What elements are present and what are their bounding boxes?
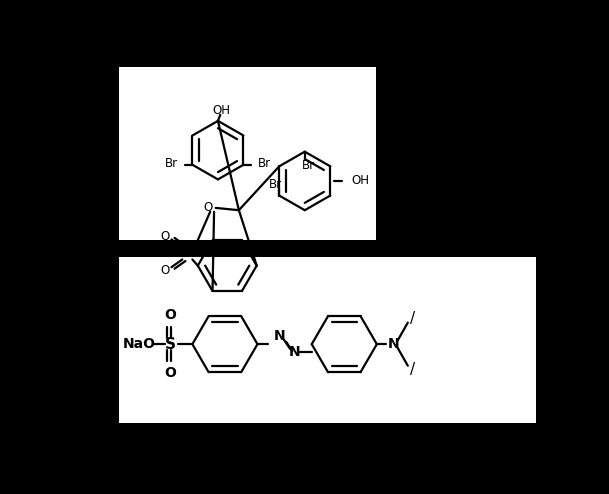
Text: Br: Br <box>269 177 282 191</box>
Text: /: / <box>410 362 415 377</box>
Text: Br: Br <box>302 159 315 172</box>
Text: N: N <box>289 345 300 359</box>
Text: O: O <box>203 202 213 214</box>
Bar <box>119 257 537 422</box>
Bar <box>119 67 376 240</box>
Text: O: O <box>161 230 170 243</box>
Text: OH: OH <box>212 104 230 117</box>
Text: /: / <box>410 311 415 326</box>
Text: N: N <box>388 337 400 351</box>
Text: S: S <box>185 247 192 260</box>
Text: S: S <box>165 337 176 352</box>
Text: NaO: NaO <box>123 337 156 351</box>
Text: Br: Br <box>166 157 178 170</box>
Text: O: O <box>165 308 177 322</box>
Text: OH: OH <box>351 174 369 187</box>
Text: O: O <box>161 264 170 277</box>
Text: O: O <box>165 367 177 380</box>
Text: N: N <box>273 329 285 343</box>
Text: Br: Br <box>258 157 270 170</box>
